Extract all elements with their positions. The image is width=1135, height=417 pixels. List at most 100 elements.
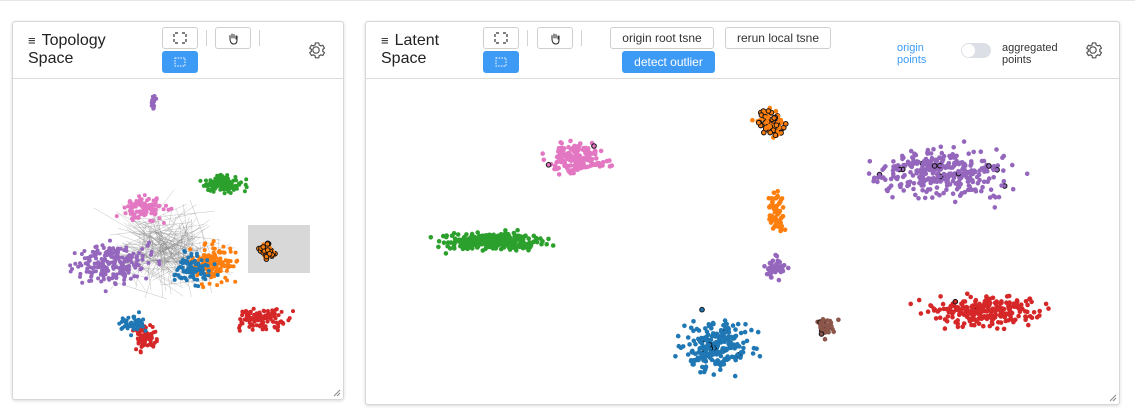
topology-pan-button[interactable]	[215, 27, 251, 49]
topology-graph[interactable]	[13, 79, 343, 399]
detect-outlier-button[interactable]: detect outlier	[622, 51, 715, 73]
scatter-point	[137, 194, 142, 199]
scatter-point	[287, 316, 292, 321]
scatter-point	[116, 255, 121, 260]
scatter-point	[176, 273, 181, 278]
scatter-point	[194, 251, 199, 256]
scatter-point	[751, 345, 757, 351]
scatter-point	[1010, 162, 1015, 168]
scatter-point	[147, 342, 152, 347]
scatter-point	[691, 319, 696, 324]
scatter-point	[978, 314, 984, 320]
latent-title: ≡ Latent Space	[381, 32, 439, 68]
topology-canvas[interactable]	[13, 79, 343, 399]
scatter-point	[956, 184, 962, 190]
scatter-point	[571, 148, 577, 154]
scatter-point	[967, 309, 972, 314]
graph-edge	[156, 235, 198, 272]
scatter-point	[484, 236, 490, 242]
topology-lasso-button[interactable]	[162, 51, 198, 73]
scatter-point	[523, 233, 528, 238]
scatter-point	[210, 242, 215, 247]
scatter-point	[136, 332, 140, 336]
scatter-point	[996, 320, 1001, 325]
scatter-point	[732, 334, 738, 339]
scatter-point	[100, 268, 104, 273]
scatter-point	[913, 152, 919, 158]
scatter-point	[901, 155, 906, 160]
origin-points-link[interactable]: origin points	[897, 42, 926, 66]
scatter-point	[465, 244, 470, 250]
scatter-point	[916, 196, 921, 201]
latent-settings-gear-icon[interactable]	[1082, 39, 1104, 61]
graph-edge	[148, 234, 164, 248]
scatter-point	[925, 309, 931, 314]
scatter-point	[154, 337, 159, 342]
scatter-point	[125, 326, 130, 331]
latent-lasso-button[interactable]	[483, 51, 519, 73]
scatter-point	[926, 176, 931, 181]
scatter-point	[112, 260, 117, 265]
graph-edge	[148, 230, 222, 241]
latent-pan-button[interactable]	[537, 27, 573, 49]
graph-edge	[162, 260, 168, 264]
scatter-point	[153, 207, 158, 212]
scatter-point	[276, 313, 281, 318]
rerun-local-tsne-button[interactable]: rerun local tsne	[725, 27, 831, 49]
scatter-point	[990, 295, 996, 301]
resize-handle-icon[interactable]	[333, 389, 341, 397]
scatter-point	[553, 166, 558, 171]
latent-canvas[interactable]	[366, 79, 1119, 404]
scatter-point	[1009, 316, 1014, 322]
scatter-point	[822, 336, 828, 342]
scatter-point	[905, 159, 911, 165]
scatter-point	[777, 259, 782, 265]
scatter-point	[111, 246, 116, 251]
scatter-point	[102, 264, 107, 269]
scatter-point	[118, 260, 123, 265]
topology-box-select-button[interactable]	[162, 27, 198, 49]
scatter-point	[238, 317, 243, 322]
scatter-point	[779, 265, 785, 271]
scatter-point	[193, 262, 198, 267]
latent-box-select-button[interactable]	[483, 27, 519, 49]
scatter-point	[975, 180, 981, 186]
scatter-point	[260, 327, 265, 332]
menu-icon: ≡	[381, 33, 389, 48]
scatter-point	[134, 347, 139, 352]
scatter-point	[971, 311, 976, 317]
scatter-point	[786, 265, 791, 271]
scatter-point	[984, 294, 989, 299]
scatter-point	[768, 275, 774, 280]
scatter-point	[991, 164, 997, 169]
scatter-point	[497, 241, 503, 247]
scatter-point	[730, 323, 736, 328]
scatter-point	[765, 266, 771, 272]
scatter-point	[961, 139, 967, 144]
scatter-point	[688, 358, 694, 364]
scatter-point	[240, 310, 245, 315]
scatter-point	[225, 278, 230, 283]
latent-scatter-plot[interactable]	[366, 79, 1119, 404]
scatter-point	[729, 354, 735, 360]
scatter-point	[1026, 322, 1031, 328]
graph-edge	[93, 207, 158, 246]
aggregated-points-toggle[interactable]	[961, 43, 991, 58]
graph-edge	[174, 251, 176, 257]
latent-space-panel: ≡ Latent Space origin root tsne rerun loc…	[365, 21, 1120, 405]
origin-root-tsne-button[interactable]: origin root tsne	[610, 27, 714, 49]
scatter-point	[123, 273, 128, 278]
scatter-point	[140, 253, 145, 258]
scatter-point	[233, 279, 238, 284]
scatter-point	[428, 235, 434, 240]
scatter-point	[693, 341, 698, 347]
scatter-point	[750, 351, 756, 356]
scatter-point	[991, 167, 996, 173]
scatter-point	[691, 338, 697, 344]
scatter-point	[767, 129, 774, 136]
resize-handle-icon[interactable]	[1109, 394, 1117, 402]
scatter-point	[954, 153, 959, 159]
scatter-point	[231, 264, 236, 269]
scatter-point	[124, 245, 129, 250]
topology-settings-gear-icon[interactable]	[305, 39, 327, 61]
